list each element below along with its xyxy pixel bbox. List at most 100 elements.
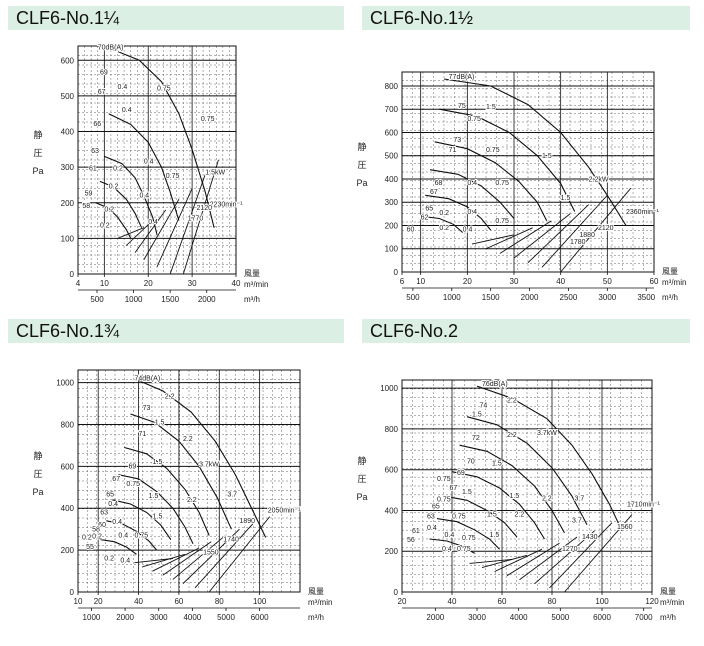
x-tick-label: 20 xyxy=(94,597,103,606)
curve-label: 71 xyxy=(449,147,457,154)
y-axis-label-char: 静 xyxy=(357,141,366,152)
x-tick-label: 20 xyxy=(398,597,407,606)
curve-label: 3.7kW xyxy=(537,430,557,437)
x-axis-label: 風量 xyxy=(662,267,678,276)
curve-label: 0.2 xyxy=(104,556,114,563)
curve-label: 1.5 xyxy=(462,489,472,496)
fan-curve xyxy=(112,49,215,228)
curve-label: 58 xyxy=(82,203,90,210)
curve-label: 70dB(A) xyxy=(98,45,124,52)
x2-tick-label: 5000 xyxy=(551,613,569,622)
x2-tick-label: 1000 xyxy=(125,295,143,304)
x2-tick-label: 3000 xyxy=(468,613,486,622)
curve-label: 1.5 xyxy=(542,153,552,160)
y-tick-label: 700 xyxy=(385,105,399,114)
curve-label: 1880 xyxy=(579,232,595,239)
curve-label: 69 xyxy=(457,470,465,477)
curve-label: 2120 xyxy=(598,225,614,232)
x2-tick-label: 2500 xyxy=(560,293,578,302)
curve-label: 1740 xyxy=(223,537,239,544)
panel-3-title: CLF6-No.1¾ xyxy=(16,321,120,341)
rpm-line xyxy=(560,187,632,273)
x-tick-label: 50 xyxy=(603,277,612,286)
x2-axis-unit: m³/h xyxy=(244,295,260,304)
curve-label: 1.5 xyxy=(561,195,571,202)
curve-label: 72 xyxy=(472,435,480,442)
x2-axis-unit: m³/h xyxy=(308,613,324,622)
curve-label: 2.2 xyxy=(542,495,552,502)
panel-1-header: CLF6-No.1¼ xyxy=(8,6,344,30)
rpm-line xyxy=(513,213,571,259)
fan-curve xyxy=(466,416,588,525)
rpm-line xyxy=(534,530,595,585)
panel-4-title: CLF6-No.2 xyxy=(370,321,459,341)
x-tick-label: 40 xyxy=(556,277,565,286)
fan-curve xyxy=(476,385,623,532)
curve-label: 74dB(A) xyxy=(135,375,161,382)
fan-curve xyxy=(429,169,515,219)
curve-label: 63 xyxy=(91,148,99,155)
curve-label: 0.75 xyxy=(462,535,476,542)
x2-tick-label: 500 xyxy=(90,295,104,304)
fan-curve xyxy=(429,538,475,554)
x2-tick-label: 3500 xyxy=(637,293,655,302)
y-axis-unit: Pa xyxy=(356,178,367,188)
y-tick-label: 1000 xyxy=(380,384,398,393)
x2-tick-label: 1500 xyxy=(161,295,179,304)
curve-label: 1.5 xyxy=(153,459,163,466)
curve-label: 1.5 xyxy=(149,493,159,500)
y-axis-label-char: 圧 xyxy=(33,148,42,158)
x-tick-label: 20 xyxy=(144,279,153,288)
fan-curve xyxy=(425,194,492,231)
y-tick-label: 800 xyxy=(61,420,75,429)
fan-curve xyxy=(118,474,194,545)
curve-label: 1.5 xyxy=(490,532,500,539)
fan-curve xyxy=(108,113,180,221)
rpm-line xyxy=(172,535,226,580)
x-tick-label: 30 xyxy=(510,277,519,286)
rpm-line xyxy=(541,194,608,268)
y-tick-label: 0 xyxy=(394,268,399,277)
curve-label: 0.75 xyxy=(437,496,451,503)
curve-label: 0.4 xyxy=(442,546,452,553)
rpm-line xyxy=(494,548,543,573)
y-tick-label: 0 xyxy=(394,588,399,597)
x-tick-label: 80 xyxy=(215,597,224,606)
y-axis-label-char: 圧 xyxy=(357,474,366,484)
rpm-line xyxy=(527,204,589,264)
curve-label: 0.4 xyxy=(108,501,118,508)
x-tick-label: 10 xyxy=(416,277,425,286)
curve-label: 75 xyxy=(458,103,466,110)
curve-label: 1.5 xyxy=(492,461,502,468)
fan-curve xyxy=(444,495,518,538)
fan-curve xyxy=(106,520,158,551)
y-tick-label: 800 xyxy=(385,82,399,91)
rpm-line xyxy=(471,234,515,245)
curve-label: 59 xyxy=(85,191,93,198)
rpm-line xyxy=(506,542,560,577)
rpm-line xyxy=(485,227,533,250)
y-tick-label: 500 xyxy=(61,92,75,101)
curve-label: 1890 xyxy=(239,518,255,525)
curve-label: 56 xyxy=(407,537,415,544)
fan-curve xyxy=(99,180,143,228)
curve-label: 2360min⁻¹ xyxy=(626,209,660,216)
curve-label: 2050min⁻¹ xyxy=(268,507,302,514)
curve-label: 61 xyxy=(412,528,420,535)
fan-curve xyxy=(459,444,565,534)
curve-label: 0.2 xyxy=(82,535,92,542)
rpm-line xyxy=(499,220,552,254)
y-tick-label: 100 xyxy=(385,245,399,254)
x-axis-label: 風量 xyxy=(660,587,676,596)
curve-label: 1.5 xyxy=(486,104,496,111)
curve-label: 76dB(A) xyxy=(482,381,508,388)
curve-label: 73 xyxy=(143,405,151,412)
x-axis-label: 風量 xyxy=(308,587,324,596)
curve-label: 0.75 xyxy=(437,476,451,483)
x-tick-label: 20 xyxy=(463,277,472,286)
x-tick-label: 4 xyxy=(76,279,81,288)
curve-label: 1550 xyxy=(203,549,219,556)
y-tick-label: 600 xyxy=(61,462,75,471)
curve-label: 65 xyxy=(106,492,114,499)
